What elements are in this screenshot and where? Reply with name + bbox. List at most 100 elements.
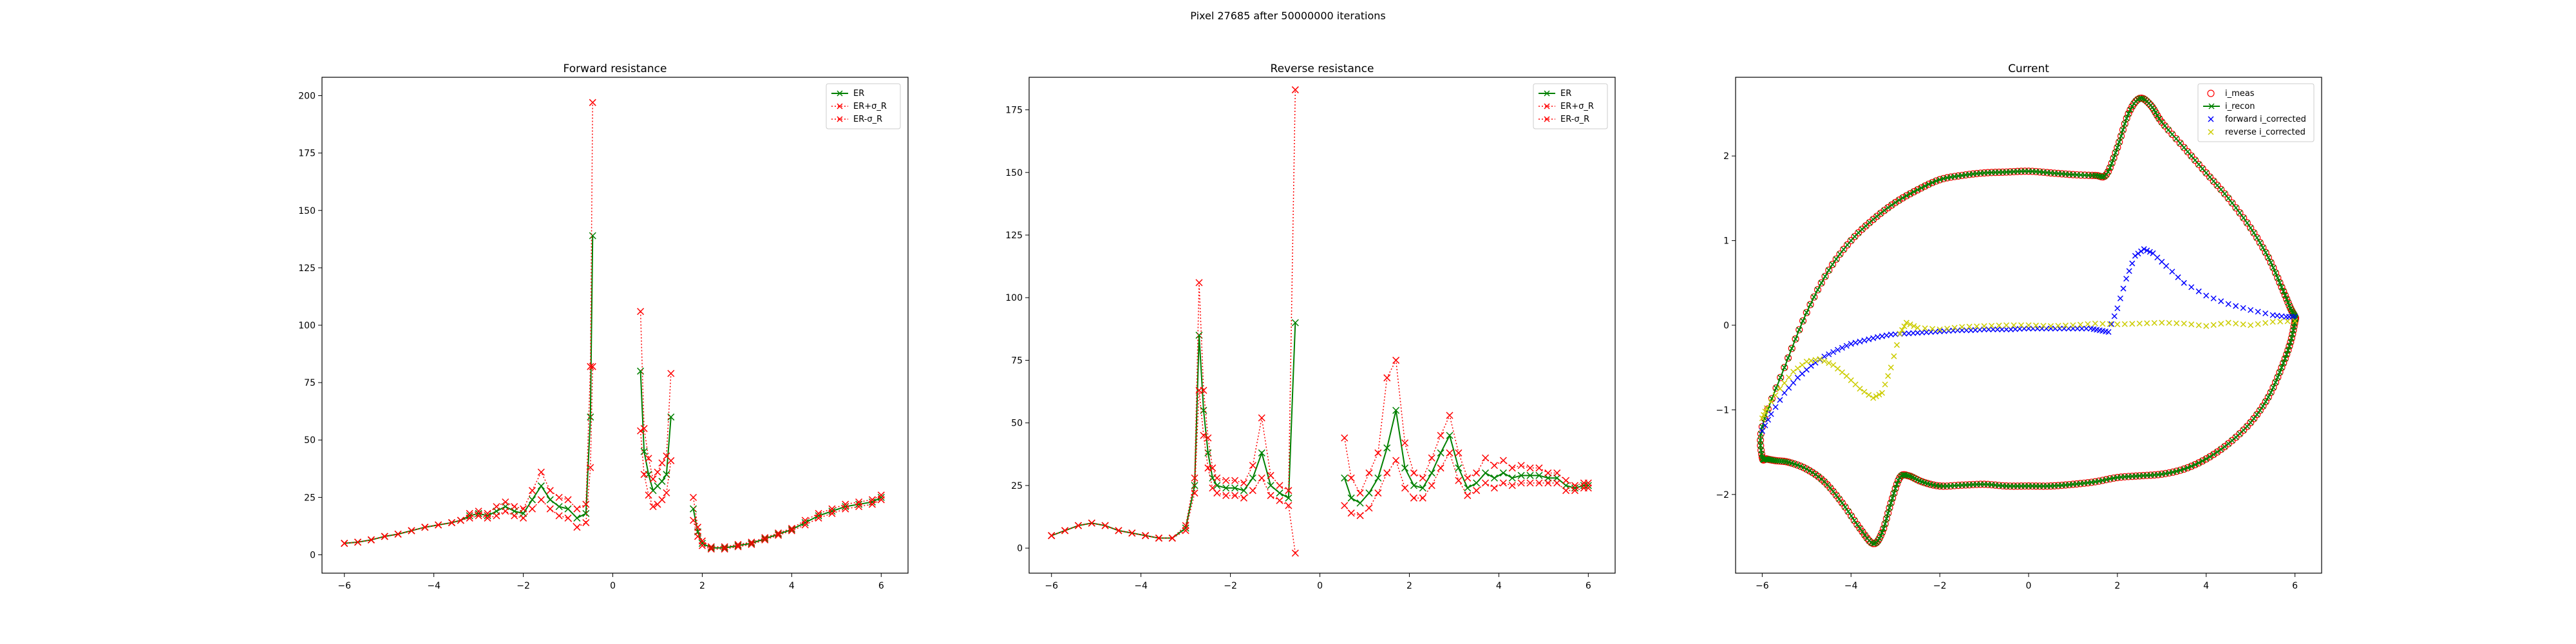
series-er-r-point: [1191, 474, 1198, 482]
y-tick-label: 0: [1017, 544, 1023, 554]
series-reverse-i-corrected-point: [2233, 320, 2239, 327]
series-er-point: [1213, 482, 1221, 489]
series-er-r-point: [788, 527, 795, 535]
series-er-r-point: [520, 505, 527, 513]
series-er-r-point: [1347, 474, 1355, 482]
series-er-r-point: [1267, 491, 1274, 499]
series-forward-i-corrected-point: [2056, 325, 2063, 332]
plot-frame: [1028, 77, 1616, 574]
series-er-r-point: [1490, 462, 1498, 469]
series-er-point: [1584, 482, 1592, 489]
series-reverse-i-corrected-point: [2018, 322, 2025, 328]
legend-box: [2197, 83, 2315, 142]
series-er-r-point: [690, 516, 697, 524]
series-i-recon-point: [1841, 246, 1847, 252]
series-i-recon-point: [2280, 360, 2287, 366]
series-er-r-point: [1249, 462, 1256, 469]
series-er-r-point: [1341, 502, 1349, 509]
x-tick-label: 4: [789, 581, 795, 591]
series-er-r-point: [1222, 477, 1230, 484]
series-i-recon-point: [2154, 112, 2161, 118]
legend-label-er-r: ER+σ_R: [853, 102, 887, 111]
series-er-r-point: [1410, 469, 1417, 477]
chart-title: Reverse resistance: [1271, 62, 1374, 75]
series-forward-i-corrected-point: [1777, 397, 1783, 403]
series-i-meas-point: [1921, 182, 1929, 190]
series-i-recon-point: [1933, 178, 1939, 184]
y-tick-label: 125: [1005, 231, 1023, 241]
series-i-meas-point: [1851, 232, 1859, 240]
legend: ER ER+σ_R ER-σ_R: [1533, 83, 1608, 129]
series-er-r-point: [493, 512, 500, 520]
series-reverse-i-corrected-point: [1799, 362, 1805, 368]
series-er-r-point: [1499, 479, 1507, 487]
legend-marker-er-r: [1544, 103, 1550, 109]
y-tick-label: 200: [298, 91, 316, 102]
series-er-r-point: [1392, 457, 1400, 464]
series-er-r-point: [1446, 412, 1454, 419]
series-i-meas-point: [1917, 184, 1925, 192]
series-i-recon-point: [2285, 347, 2291, 354]
series-i-meas-point: [1828, 261, 1837, 269]
series-forward-i-corrected-point: [1870, 335, 1877, 341]
series-i-recon-point: [2116, 139, 2123, 146]
series-reverse-i-corrected-point: [1944, 325, 1951, 332]
series-i-meas-point: [2240, 214, 2248, 222]
series-i-recon-point: [1829, 261, 1836, 268]
series-reverse-i-corrected-point: [2129, 321, 2136, 327]
series-i-recon-point: [1826, 267, 1832, 274]
series-i-meas-point: [1843, 241, 1852, 249]
series-er-r-point: [698, 542, 706, 549]
series-i-recon-point: [2129, 103, 2136, 109]
x-tick-label: −6: [1756, 581, 1769, 591]
series-er-r-point: [1291, 86, 1299, 93]
series-forward-i-corrected-point: [1967, 327, 1974, 334]
series-er-r-point: [1240, 479, 1247, 487]
series-er-r-point: [663, 489, 670, 497]
series-i-recon-point: [2192, 461, 2199, 468]
series-er-point: [1419, 484, 1426, 492]
series-i-recon-point: [1895, 477, 1902, 484]
series-forward-i-corrected-point: [2225, 301, 2231, 307]
series-i-meas-point: [2191, 156, 2199, 164]
series-er-point: [828, 507, 836, 515]
series-forward-i-corrected-point: [1963, 327, 1970, 334]
series-forward-i-corrected-point: [2210, 295, 2217, 301]
series-er-r-point: [1101, 522, 1109, 529]
series-i-recon-point: [1757, 442, 1764, 449]
series-er-r-point: [1191, 489, 1198, 497]
series-reverse-i-corrected-point: [2107, 321, 2113, 327]
series-i-meas-point: [1880, 207, 1888, 214]
series-er-r-point: [1347, 509, 1355, 517]
series-reverse-i-corrected-point: [1899, 327, 1906, 333]
series-er-point: [466, 512, 473, 520]
series-er-r-point: [573, 505, 581, 513]
series-i-meas-point: [1836, 250, 1844, 258]
series-i-recon-point: [2195, 460, 2202, 466]
series-i-recon-point: [1915, 187, 1921, 193]
series-i-meas-point: [1784, 354, 1792, 362]
series-forward-i-corrected-point: [2159, 258, 2165, 265]
series-er-r-point: [645, 455, 652, 462]
series-er-r-point: [537, 496, 545, 504]
series-i-recon-point: [1908, 473, 1914, 480]
series-i-meas-point: [1914, 186, 1922, 194]
y-tick-label: 1: [1723, 236, 1729, 247]
series-er-r-point: [640, 471, 648, 478]
series-i-recon-point: [1781, 365, 1788, 371]
series-er-r-point: [520, 514, 527, 522]
series-i-recon-point: [1759, 456, 1766, 462]
series-reverse-i-corrected-point: [1826, 360, 1832, 366]
series-i-recon-point: [1891, 490, 1897, 497]
series-i-meas-point: [1788, 345, 1795, 352]
series-i-recon-point: [2214, 449, 2221, 455]
series-er-point: [1499, 469, 1507, 477]
series-er-r-point: [589, 363, 596, 370]
series-er-point: [475, 509, 482, 517]
series-forward-i-corrected-point: [2188, 284, 2195, 290]
series-er-r-point: [493, 503, 500, 511]
series-er-r-point: [707, 545, 715, 553]
series-i-recon-point: [2268, 260, 2274, 266]
series-er-r-point: [341, 540, 348, 547]
legend-marker-er-r: [837, 116, 843, 122]
